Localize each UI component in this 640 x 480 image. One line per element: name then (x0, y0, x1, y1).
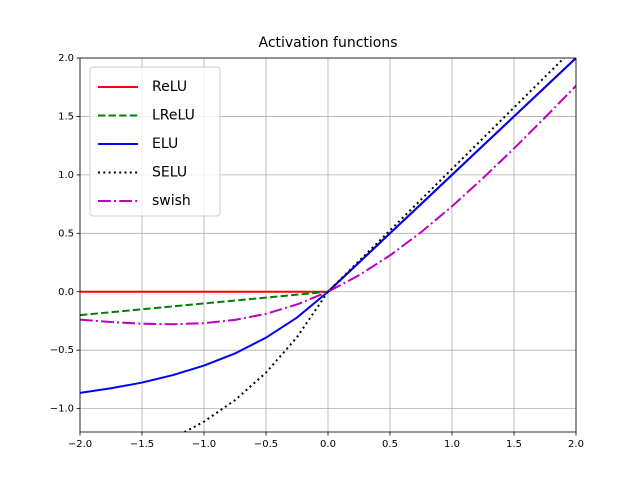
legend-label: SELU (152, 165, 187, 181)
y-tick-label: −1.0 (50, 404, 74, 415)
series-line (182, 58, 566, 432)
legend-box (89, 66, 221, 217)
x-tick-label: 0.0 (320, 439, 336, 450)
x-tick-label: 0.5 (382, 439, 398, 450)
y-tick-label: 0.5 (58, 228, 74, 239)
y-tick-label: −0.5 (50, 345, 74, 356)
x-tick-label: −2.0 (68, 439, 92, 450)
y-tick-label: 0.0 (58, 287, 74, 298)
series-line (80, 58, 576, 394)
legend: ReLU LReLU ELU SELU swish (89, 66, 221, 217)
plot-area (80, 58, 576, 432)
y-tick-label: 1.0 (58, 170, 74, 181)
x-tick-label: −0.5 (254, 439, 278, 450)
x-tick-label: −1.5 (130, 439, 154, 450)
legend-label: ReLU (152, 79, 187, 95)
y-tick-label: 2.0 (58, 53, 74, 64)
x-tick-label: 1.5 (506, 439, 522, 450)
chart-title: Activation functions (258, 35, 397, 51)
legend-label: swish (152, 193, 191, 209)
y-tick-label: 1.5 (58, 111, 74, 122)
legend-label: LReLU (152, 108, 195, 124)
x-tick-label: 1.0 (444, 439, 460, 450)
x-tick-label: 2.0 (568, 439, 584, 450)
plot-frame (79, 57, 577, 433)
legend-label: ELU (152, 136, 178, 152)
x-tick-label: −1.0 (192, 439, 216, 450)
